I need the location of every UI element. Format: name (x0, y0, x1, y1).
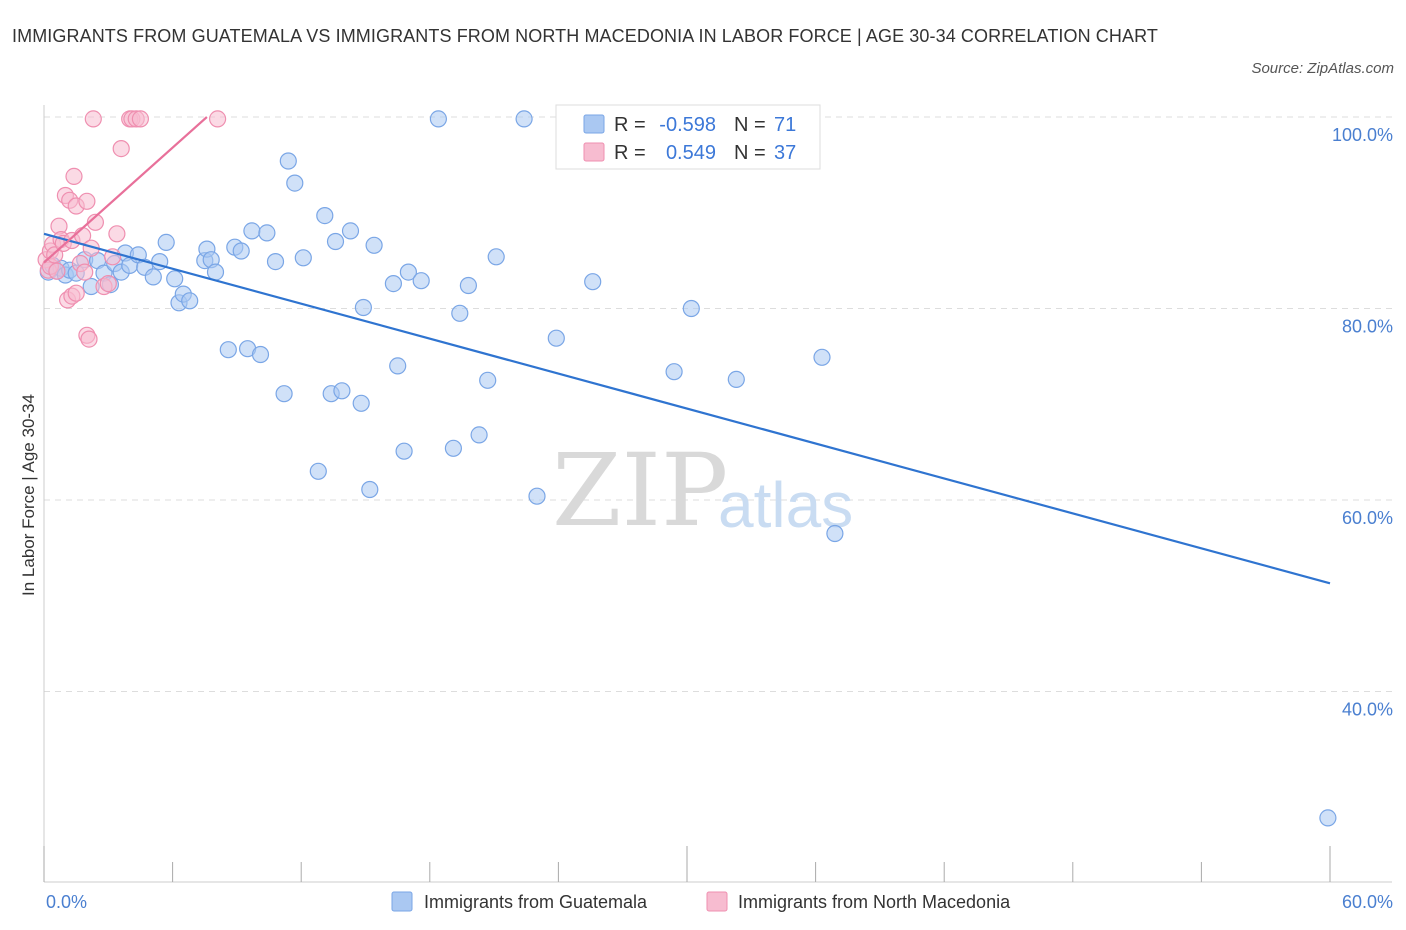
point-blue-60 (470, 426, 488, 444)
point-pink-20 (76, 263, 94, 281)
watermark-zip: ZIP (552, 432, 728, 549)
point-blue-37 (275, 385, 293, 403)
point-blue-21 (166, 270, 184, 288)
point-blue-69 (727, 370, 745, 388)
point-pink-30 (108, 225, 126, 243)
stats-blue-swatch (583, 114, 605, 134)
gridlines (44, 116, 1392, 692)
data-points (37, 110, 1337, 827)
point-blue-58 (451, 304, 469, 322)
legend-item-north-macedonia: Immigrants from North Macedonia (738, 892, 1011, 912)
point-blue-24 (181, 292, 199, 310)
point-blue-51 (384, 275, 402, 293)
point-pink-36 (209, 110, 227, 128)
point-blue-63 (515, 110, 533, 128)
series-pink (37, 110, 227, 348)
point-blue-54 (399, 263, 417, 281)
point-blue-36 (266, 253, 285, 271)
y-axis-tick-labels: 100.0% 80.0% 60.0% 40.0% (1332, 125, 1393, 720)
point-pink-28 (99, 275, 117, 293)
point-blue-41 (309, 462, 327, 480)
point-blue-20 (157, 233, 175, 251)
point-blue-65 (547, 329, 565, 347)
point-blue-72 (1319, 809, 1337, 827)
source-label: Source: ZipAtlas.com (1251, 60, 1394, 77)
point-blue-45 (333, 382, 351, 400)
point-blue-71 (826, 524, 844, 543)
x-tick-label-0: 0.0% (46, 892, 87, 912)
point-blue-28 (206, 263, 225, 281)
stats-pink-n-value: 37 (774, 142, 796, 164)
point-blue-38 (279, 152, 297, 170)
x-axis-tick-labels: 0.0% 60.0% (46, 892, 1393, 912)
stats-blue-n-value: 71 (774, 114, 796, 136)
stats-pink-swatch (583, 142, 605, 162)
point-pink-31 (112, 140, 130, 158)
point-blue-35 (258, 224, 276, 242)
point-blue-48 (354, 298, 372, 317)
point-blue-62 (487, 248, 505, 266)
point-blue-46 (341, 222, 360, 240)
stats-pink-r-label: R = (614, 142, 646, 164)
stats-box: R = -0.598 N = 71 R = 0.549 N = 37 (555, 104, 821, 170)
axes (43, 105, 1392, 883)
legend-blue-swatch (391, 891, 413, 912)
point-pink-16 (67, 284, 85, 302)
point-blue-33 (243, 222, 261, 240)
point-pink-35 (131, 110, 149, 128)
y-tick-label-0: 100.0% (1332, 125, 1393, 145)
stats-blue-r-label: R = (614, 114, 646, 136)
x-tick-label-1: 60.0% (1342, 892, 1393, 912)
point-blue-34 (251, 345, 270, 364)
point-blue-56 (429, 110, 447, 128)
point-pink-21 (78, 192, 96, 210)
point-blue-31 (232, 242, 250, 260)
point-blue-29 (219, 341, 237, 359)
point-blue-68 (682, 299, 700, 318)
point-pink-23 (80, 330, 98, 348)
trend-line-blue (43, 232, 1331, 585)
stats-pink-r-value: 0.549 (666, 142, 716, 164)
legend-pink-swatch (706, 891, 728, 912)
series-blue (39, 110, 1337, 827)
legend-item-guatemala: Immigrants from Guatemala (424, 892, 648, 912)
point-blue-59 (459, 276, 477, 295)
point-pink-6 (48, 262, 66, 280)
point-blue-64 (528, 487, 546, 505)
point-blue-66 (584, 273, 602, 291)
stats-blue-n-label: N = (734, 114, 766, 136)
point-pink-15 (65, 167, 83, 185)
point-blue-52 (389, 357, 407, 375)
point-blue-47 (352, 394, 370, 412)
trend-lines (43, 116, 1331, 585)
stats-blue-r-value: -0.598 (659, 114, 716, 136)
legend: Immigrants from Guatemala Immigrants fro… (391, 891, 1011, 912)
point-blue-50 (365, 236, 383, 254)
stats-pink-n-label: N = (734, 142, 766, 164)
point-blue-55 (412, 272, 430, 290)
point-blue-61 (479, 371, 497, 389)
point-blue-57 (444, 439, 462, 457)
point-blue-53 (395, 442, 413, 460)
point-pink-25 (84, 110, 102, 128)
y-axis-label: In Labor Force | Age 30-34 (19, 394, 38, 596)
point-blue-67 (665, 363, 683, 381)
y-tick-label-3: 40.0% (1342, 700, 1393, 720)
point-blue-18 (144, 268, 162, 286)
point-blue-70 (813, 348, 831, 366)
point-blue-39 (286, 174, 304, 192)
point-blue-40 (294, 249, 312, 267)
y-tick-label-2: 60.0% (1342, 508, 1393, 528)
trend-line-pink (43, 116, 208, 264)
point-blue-42 (316, 207, 334, 225)
point-blue-44 (326, 232, 345, 251)
y-tick-label-1: 80.0% (1342, 317, 1393, 337)
chart-title: IMMIGRANTS FROM GUATEMALA VS IMMIGRANTS … (12, 26, 1158, 46)
point-blue-49 (361, 480, 379, 499)
